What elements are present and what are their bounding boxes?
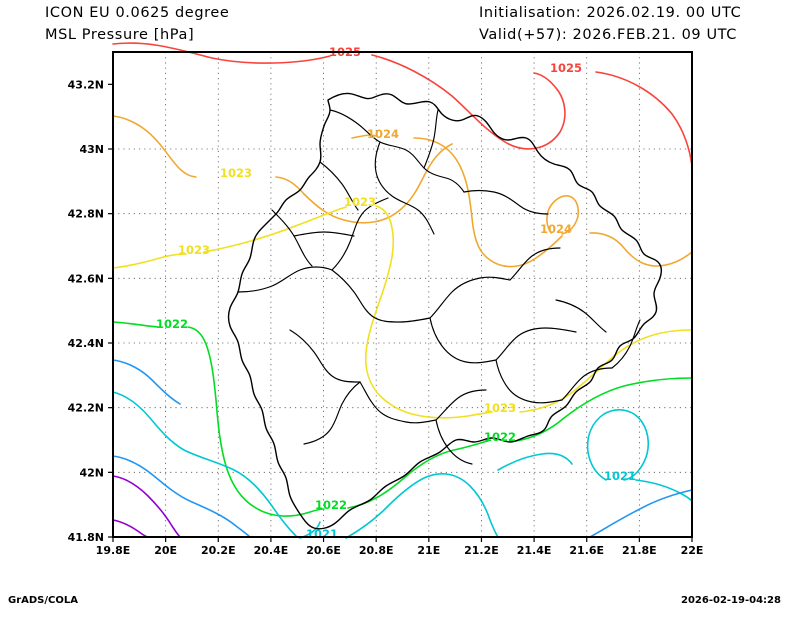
contour-label: 1022 xyxy=(156,317,188,331)
contour-label: 1024 xyxy=(367,127,399,141)
admin-border xyxy=(429,317,497,364)
valid-time: Valid(+57): 2026.FEB.21. 09 UTC xyxy=(479,27,737,43)
contour-1021-c xyxy=(345,473,499,539)
admin-border xyxy=(423,109,439,169)
admin-border xyxy=(555,299,607,333)
admin-border xyxy=(237,266,333,293)
y-axis-label: 41.8N xyxy=(68,531,104,544)
contour-1024-b1 xyxy=(351,134,377,139)
y-axis-label: 42.2N xyxy=(68,402,104,415)
x-axis-label: 21.8E xyxy=(622,544,657,557)
contour-label: 1024 xyxy=(540,222,572,236)
contour-1021b-c xyxy=(589,489,693,538)
admin-border xyxy=(495,359,563,404)
x-axis-label: 20.4E xyxy=(254,544,289,557)
admin-border xyxy=(463,189,549,215)
y-axis-label: 42N xyxy=(79,466,104,479)
x-axis-label: 20.6E xyxy=(306,544,341,557)
contour-1021-e xyxy=(635,479,693,502)
y-axis-label: 43N xyxy=(79,143,104,156)
x-axis-label: 19.8E xyxy=(96,544,131,557)
contour-1022-c xyxy=(347,440,489,509)
contour-1024-b2 xyxy=(413,137,563,268)
x-axis-label: 20.8E xyxy=(359,544,394,557)
contour-1021-a xyxy=(112,391,297,537)
admin-border xyxy=(561,367,613,401)
y-axis-label: 42.8N xyxy=(68,208,104,221)
admin-border xyxy=(509,247,561,281)
contour-1020-a xyxy=(112,475,181,538)
contour-1023-c xyxy=(364,205,493,419)
axis-labels: 19.8E 20E 20.2E 20.4E 20.6E 20.8E 21E 21.2E 21.4… xyxy=(68,78,704,557)
admin-border xyxy=(331,197,389,271)
render-timestamp: 2026-02-19-04:28 xyxy=(681,595,781,606)
x-axis-label: 21.6E xyxy=(569,544,604,557)
contour-label: 1023 xyxy=(220,166,252,180)
contour-label: 1023 xyxy=(344,195,376,209)
contour-label: 1021 xyxy=(604,469,636,483)
admin-border xyxy=(319,161,359,211)
pressure-contours xyxy=(112,42,693,539)
x-axis-label: 22E xyxy=(681,544,704,557)
contour-1021b-b xyxy=(112,359,181,405)
contour-1024-left xyxy=(112,115,197,178)
administrative-boundaries xyxy=(227,92,663,530)
admin-border xyxy=(435,419,473,465)
contour-1025-b xyxy=(371,54,566,150)
admin-border xyxy=(271,209,313,267)
x-axis-label: 21.4E xyxy=(517,544,552,557)
admin-border xyxy=(289,329,361,383)
contour-1023-d xyxy=(519,329,693,413)
y-axis-label: 43.2N xyxy=(68,78,104,91)
x-axis-label: 20.2E xyxy=(201,544,236,557)
contour-1021b-a xyxy=(112,455,251,538)
contour-1024-right xyxy=(589,232,693,267)
grads-credit: GrADS/COLA xyxy=(8,595,78,606)
contour-1023-a xyxy=(112,253,187,269)
contour-label: 1022 xyxy=(315,498,347,512)
grid-lines xyxy=(113,52,692,537)
contour-1021-d xyxy=(586,409,650,481)
contour-label: 1021 xyxy=(306,527,338,541)
contour-label: 1023 xyxy=(484,401,516,415)
admin-border xyxy=(293,231,355,237)
model-title: ICON EU 0.0625 degree xyxy=(45,5,230,21)
contour-1020-b xyxy=(112,519,149,538)
admin-border xyxy=(435,389,487,421)
x-axis-label: 21E xyxy=(417,544,440,557)
admin-border xyxy=(359,381,437,424)
contour-1021-f xyxy=(497,452,573,471)
plot-frame xyxy=(112,51,693,538)
field-title: MSL Pressure [hPa] xyxy=(45,27,195,43)
y-axis-label: 42.6N xyxy=(68,272,104,285)
contour-1022-d xyxy=(515,377,693,442)
national-border xyxy=(227,92,663,530)
contour-label: 1022 xyxy=(484,430,516,444)
initialisation-time: Initialisation: 2026.02.19. 00 UTC xyxy=(479,5,742,21)
contour-1024-loop xyxy=(546,195,580,235)
contour-1025-a xyxy=(112,42,331,64)
contour-1025-c xyxy=(595,71,693,167)
y-axis-label: 42.4N xyxy=(68,337,104,350)
admin-border xyxy=(374,141,435,235)
admin-border xyxy=(329,109,465,193)
contour-label: 1025 xyxy=(550,61,582,75)
admin-border xyxy=(303,381,361,445)
contour-labels: 1025102510241023102310241023102210231022… xyxy=(156,45,636,541)
admin-border xyxy=(331,269,431,323)
admin-border xyxy=(429,276,511,319)
contour-1022-a xyxy=(112,321,159,328)
admin-border xyxy=(611,319,641,369)
contour-label: 1023 xyxy=(178,243,210,257)
x-axis-label: 20E xyxy=(154,544,177,557)
x-axis-label: 21.2E xyxy=(464,544,499,557)
contour-1024-mid xyxy=(275,143,453,224)
contour-1023-b xyxy=(203,206,347,253)
admin-border xyxy=(495,327,577,361)
